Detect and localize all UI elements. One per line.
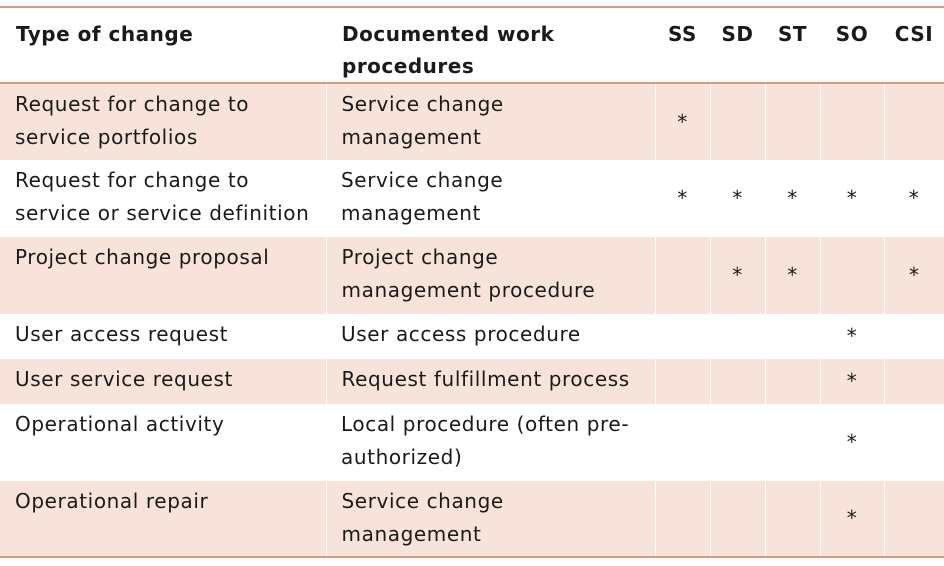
cell-sd <box>709 359 765 404</box>
cell-procedure: Request fulfillment process <box>325 359 655 404</box>
cell-type: Request for change to service or service… <box>15 168 310 225</box>
table-row: User service request Request fulfillment… <box>0 359 944 404</box>
cell-ss: * <box>677 186 688 210</box>
cell-ss <box>654 481 710 557</box>
cell-ss <box>655 404 710 481</box>
header-type-of-change: Type of change <box>16 22 194 46</box>
cell-so: * <box>846 324 858 348</box>
cell-type: User service request <box>0 359 326 404</box>
cell-sd <box>710 314 765 359</box>
cell-st <box>764 83 820 160</box>
cell-sd <box>709 481 765 557</box>
cell-so <box>819 237 884 314</box>
cell-type: Request for change to service portfolios <box>0 83 326 160</box>
cell-sd <box>710 404 765 481</box>
cell-st <box>764 481 820 557</box>
cell-type: Operational activity <box>15 412 225 436</box>
table-header-row: Type of change Documented work procedure… <box>0 7 944 83</box>
cell-so: * <box>819 359 884 404</box>
table-row: User access request User access procedur… <box>0 314 944 359</box>
cell-procedure: Service change management <box>325 481 655 557</box>
cell-ss <box>654 359 710 404</box>
header-so: SO <box>835 22 869 46</box>
table-row: Request for change to service or service… <box>0 160 944 237</box>
header-csi: CSI <box>894 22 934 46</box>
cell-procedure: Service change management <box>341 168 504 225</box>
table-row: Operational repair Service change manage… <box>0 481 944 557</box>
cell-st <box>764 359 820 404</box>
header-ss: SS <box>668 22 697 46</box>
cell-sd <box>709 83 765 160</box>
cell-ss <box>655 314 710 359</box>
cell-procedure: Service change management <box>325 83 655 160</box>
cell-st <box>765 404 820 481</box>
cell-so <box>819 83 884 160</box>
cell-st <box>765 314 820 359</box>
cell-csi <box>883 481 944 557</box>
cell-csi <box>884 404 944 481</box>
cell-ss <box>654 237 710 314</box>
cell-csi <box>883 83 944 160</box>
cell-sd: * <box>709 237 765 314</box>
table-row: Operational activity Local procedure (of… <box>0 404 944 481</box>
header-st: ST <box>777 22 808 46</box>
cell-type: Operational repair <box>0 481 326 557</box>
cell-st: * <box>787 186 798 210</box>
cell-st: * <box>764 237 820 314</box>
cell-so: * <box>819 481 884 557</box>
table-row: Project change proposal Project change m… <box>0 237 944 314</box>
cell-csi: * <box>883 237 944 314</box>
cell-so: * <box>846 186 858 210</box>
cell-procedure: User access procedure <box>341 322 581 346</box>
cell-csi <box>883 359 944 404</box>
cell-ss: * <box>654 83 710 160</box>
cell-csi <box>884 314 944 359</box>
cell-type: Project change proposal <box>0 237 326 314</box>
change-types-table: Type of change Documented work procedure… <box>0 6 944 558</box>
header-sd: SD <box>721 22 754 46</box>
table-row: Request for change to service portfolios… <box>0 83 944 160</box>
cell-so: * <box>846 430 858 454</box>
cell-procedure: Local procedure (often pre-authorized) <box>341 412 630 469</box>
cell-sd: * <box>732 186 743 210</box>
header-documented-procedures: Documented work procedures <box>342 22 555 78</box>
cell-csi: * <box>908 186 920 210</box>
cell-type: User access request <box>15 322 229 346</box>
cell-procedure: Project change management procedure <box>325 237 655 314</box>
